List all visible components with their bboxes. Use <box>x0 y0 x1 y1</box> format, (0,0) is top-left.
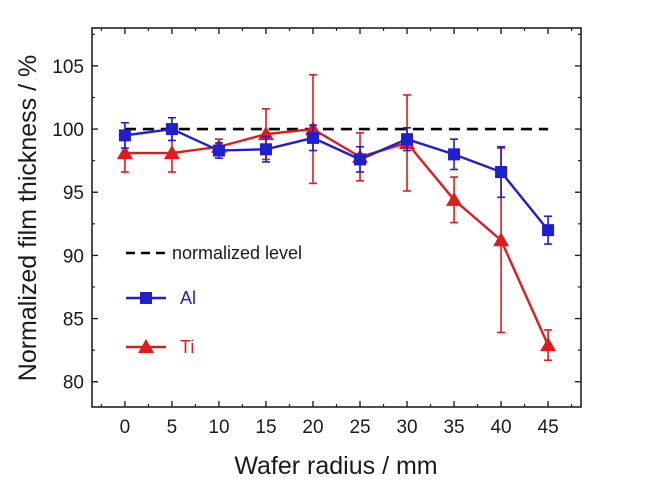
x-tick-label: 40 <box>490 417 511 438</box>
series-line-ti <box>124 127 550 346</box>
x-axis-title: Wafer radius / mm <box>234 452 437 480</box>
x-tick-label: 30 <box>396 417 417 438</box>
legend-marker-ti <box>138 339 154 353</box>
axis-ticks: 0 5 10 15 20 25 30 35 40 45 80 85 90 95 100 105 <box>52 28 581 438</box>
x-tick-label: 15 <box>255 417 276 438</box>
x-tick-label: 20 <box>302 417 323 438</box>
x-tick-label: 45 <box>538 417 559 438</box>
plot-marks <box>116 73 557 362</box>
y-tick-label: 95 <box>63 183 84 204</box>
series-al <box>118 116 555 245</box>
x-tick-label: 0 <box>120 417 131 438</box>
y-axis-title: Normalized film thickness / % <box>14 55 42 381</box>
x-tick-label: 25 <box>349 417 370 438</box>
data-point-al <box>401 133 414 146</box>
data-point-al <box>165 123 178 136</box>
data-point-ti <box>163 145 180 160</box>
data-point-al <box>495 166 508 179</box>
legend-label-al: Al <box>180 288 196 308</box>
y-tick-label: 80 <box>63 373 84 394</box>
legend-marker-al <box>140 292 152 304</box>
x-tick-label: 5 <box>167 417 178 438</box>
x-tick-label: 35 <box>443 417 464 438</box>
data-point-al <box>354 153 367 166</box>
data-point-al <box>259 143 272 156</box>
data-point-al <box>212 144 225 157</box>
x-tick-label: 10 <box>208 417 229 438</box>
data-point-ti <box>116 145 133 160</box>
y-tick-label: 90 <box>63 246 84 267</box>
y-tick-label: 105 <box>52 57 84 78</box>
data-point-al <box>118 129 131 142</box>
y-tick-label: 100 <box>52 120 84 141</box>
data-point-al <box>306 131 319 144</box>
data-point-al <box>542 224 555 237</box>
data-point-ti <box>446 191 463 206</box>
legend-label-normalized-level: normalized level <box>172 243 302 263</box>
series-ti <box>116 73 557 362</box>
data-point-al <box>448 148 461 161</box>
legend: normalized level Al Ti <box>126 243 302 357</box>
plot-frame <box>91 27 582 408</box>
series-line-al <box>124 127 550 231</box>
data-point-ti <box>493 232 510 247</box>
legend-label-ti: Ti <box>180 337 194 357</box>
data-point-ti <box>540 337 557 352</box>
y-tick-label: 85 <box>63 310 84 331</box>
